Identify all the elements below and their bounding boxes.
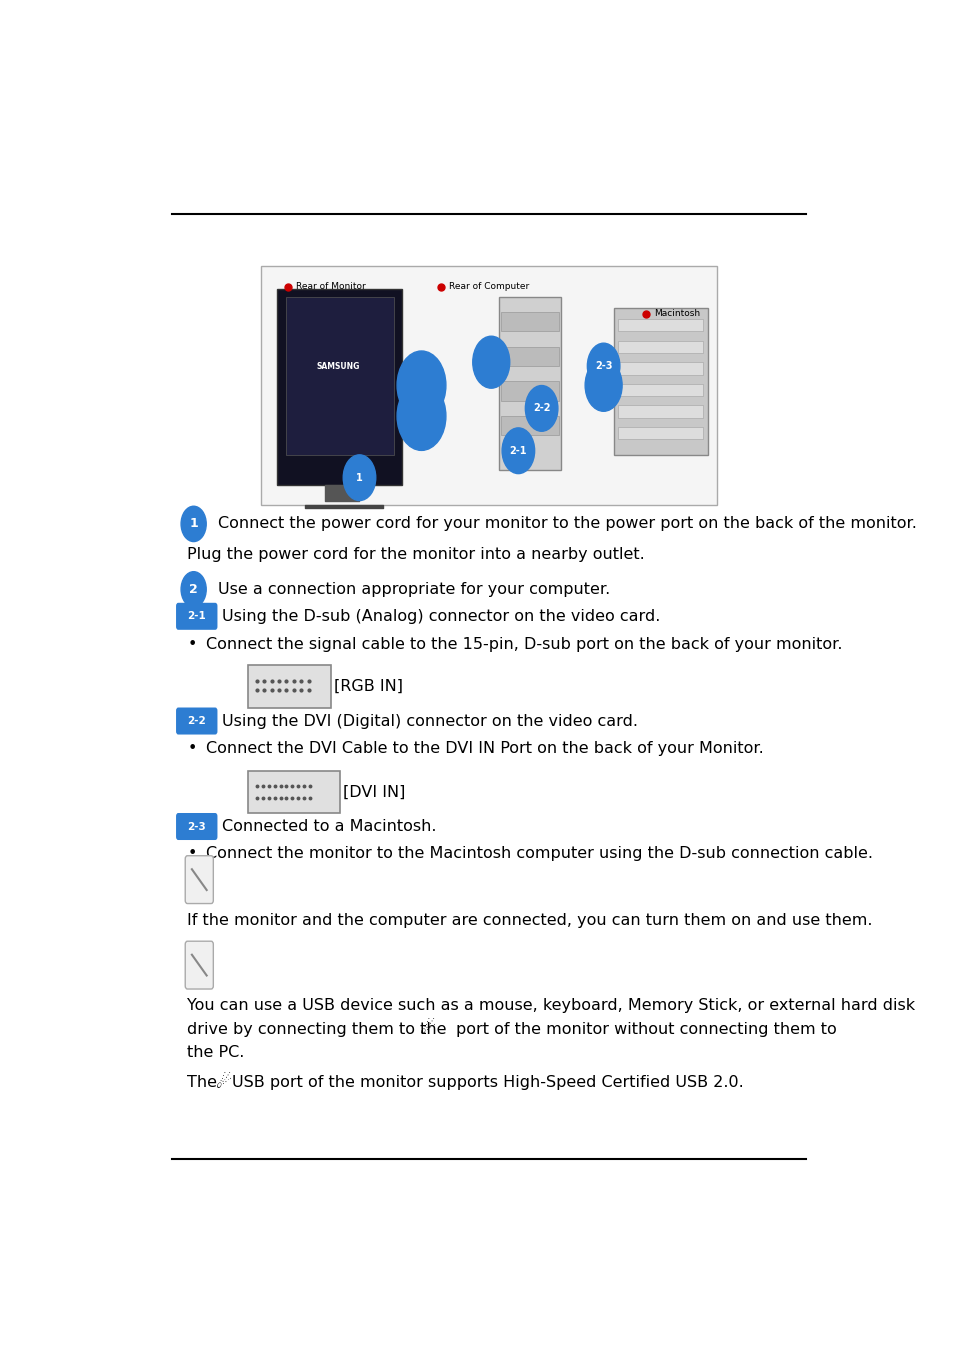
FancyBboxPatch shape (500, 382, 558, 401)
Circle shape (396, 382, 445, 451)
Text: Connect the DVI Cable to the DVI IN Port on the back of your Monitor.: Connect the DVI Cable to the DVI IN Port… (206, 741, 763, 756)
FancyBboxPatch shape (617, 319, 702, 331)
Text: Connected to a Macintosh.: Connected to a Macintosh. (222, 819, 436, 834)
FancyBboxPatch shape (617, 383, 702, 396)
Text: ☄: ☄ (215, 1073, 232, 1092)
FancyBboxPatch shape (617, 427, 702, 439)
Text: Connect the signal cable to the 15-pin, D-sub port on the back of your monitor.: Connect the signal cable to the 15-pin, … (206, 636, 841, 652)
Text: 1: 1 (355, 472, 362, 483)
Text: SAMSUNG: SAMSUNG (316, 362, 360, 370)
FancyBboxPatch shape (176, 707, 217, 734)
Text: USB port of the monitor supports High-Speed Certified USB 2.0.: USB port of the monitor supports High-Sp… (232, 1076, 742, 1091)
FancyBboxPatch shape (617, 405, 702, 417)
Text: 2: 2 (189, 583, 198, 595)
Text: 2-2: 2-2 (187, 716, 206, 726)
FancyBboxPatch shape (248, 666, 331, 707)
Text: Connect the power cord for your monitor to the power port on the back of the mon: Connect the power cord for your monitor … (217, 517, 916, 532)
Text: Plug the power cord for the monitor into a nearby outlet.: Plug the power cord for the monitor into… (187, 547, 644, 562)
Circle shape (181, 506, 206, 541)
FancyBboxPatch shape (261, 266, 716, 505)
Text: •: • (187, 741, 196, 756)
Text: Macintosh: Macintosh (654, 309, 700, 319)
FancyBboxPatch shape (617, 340, 702, 352)
Text: 2-1: 2-1 (509, 446, 527, 456)
FancyBboxPatch shape (500, 347, 558, 366)
Text: 1: 1 (189, 517, 198, 531)
Text: Connect the monitor to the Macintosh computer using the D-sub connection cable.: Connect the monitor to the Macintosh com… (206, 846, 872, 861)
Circle shape (473, 336, 509, 389)
Text: 2-2: 2-2 (533, 404, 550, 413)
Text: the PC.: the PC. (187, 1045, 245, 1060)
FancyBboxPatch shape (500, 416, 558, 435)
Text: You can use a USB device such as a mouse, keyboard, Memory Stick, or external ha: You can use a USB device such as a mouse… (187, 999, 915, 1014)
Text: Use a connection appropriate for your computer.: Use a connection appropriate for your co… (217, 582, 609, 597)
Circle shape (584, 359, 621, 412)
FancyBboxPatch shape (248, 771, 339, 813)
Text: 2-3: 2-3 (187, 822, 206, 832)
Circle shape (396, 351, 445, 420)
FancyBboxPatch shape (276, 289, 402, 486)
Text: Using the DVI (Digital) connector on the video card.: Using the DVI (Digital) connector on the… (222, 714, 638, 729)
FancyBboxPatch shape (286, 297, 394, 455)
Text: •: • (187, 846, 196, 861)
Text: ☄: ☄ (419, 1021, 436, 1038)
FancyBboxPatch shape (185, 856, 213, 903)
FancyBboxPatch shape (176, 813, 217, 840)
FancyBboxPatch shape (617, 362, 702, 374)
Circle shape (343, 455, 375, 501)
Circle shape (587, 343, 619, 389)
FancyBboxPatch shape (176, 603, 217, 630)
FancyBboxPatch shape (613, 308, 707, 455)
FancyBboxPatch shape (498, 297, 560, 470)
Circle shape (181, 571, 206, 608)
Text: [DVI IN]: [DVI IN] (343, 784, 405, 799)
Text: •: • (187, 636, 196, 652)
Text: 2-1: 2-1 (187, 612, 206, 621)
Text: The: The (187, 1076, 222, 1091)
FancyBboxPatch shape (500, 312, 558, 331)
Circle shape (501, 428, 534, 474)
Text: Rear of Computer: Rear of Computer (448, 282, 528, 292)
Text: Rear of Monitor: Rear of Monitor (295, 282, 365, 292)
Text: [RGB IN]: [RGB IN] (334, 679, 402, 694)
Text: If the monitor and the computer are connected, you can turn them on and use them: If the monitor and the computer are conn… (187, 913, 872, 927)
Text: drive by connecting them to the: drive by connecting them to the (187, 1022, 447, 1037)
Circle shape (525, 386, 558, 431)
Text: Using the D-sub (Analog) connector on the video card.: Using the D-sub (Analog) connector on th… (222, 609, 660, 624)
FancyBboxPatch shape (185, 941, 213, 990)
Text: 2-3: 2-3 (595, 360, 612, 371)
Text: port of the monitor without connecting them to: port of the monitor without connecting t… (456, 1022, 836, 1037)
